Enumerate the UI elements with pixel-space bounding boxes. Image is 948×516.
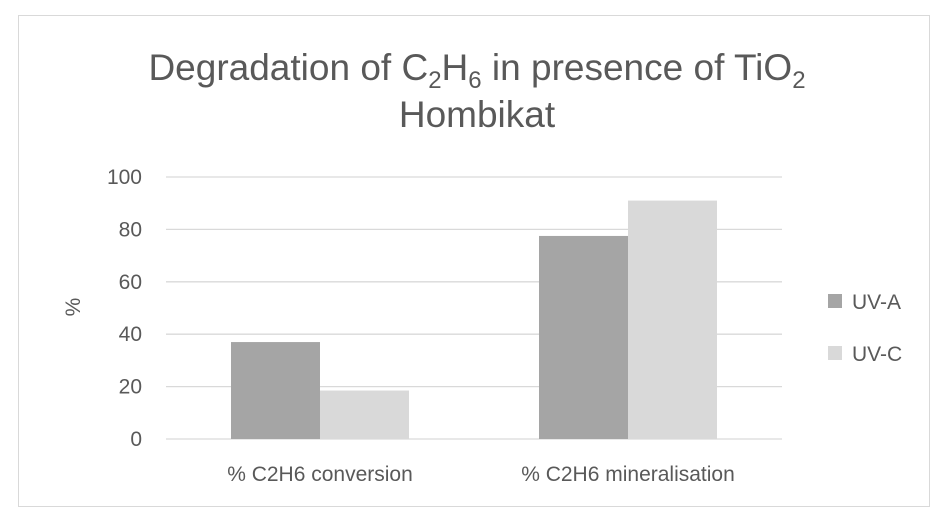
title-part-3: in presence of TiO <box>482 47 793 88</box>
bar-uv-a-1 <box>231 342 320 439</box>
x-tick-2: % C2H6 mineralisation <box>521 463 735 486</box>
title-part-2: H <box>442 47 469 88</box>
chart-title-line2: Hombikat <box>399 94 556 135</box>
legend-swatch-uv-a <box>828 294 842 308</box>
y-axis-label: % <box>62 298 85 317</box>
legend: UV-A UV-C <box>828 291 902 366</box>
title-subscript-3: 2 <box>792 67 805 94</box>
y-tick-60: 60 <box>119 271 142 294</box>
chart-frame <box>18 15 930 507</box>
x-tick-1: % C2H6 conversion <box>227 463 413 486</box>
bars <box>231 200 717 439</box>
y-tick-100: 100 <box>107 166 142 189</box>
legend-swatch-uv-c <box>828 346 842 360</box>
chart-title-line1: Degradation of C2H6 in presence of TiO2 <box>148 47 805 94</box>
y-tick-20: 20 <box>119 376 142 399</box>
title-part-1: Degradation of C <box>148 47 428 88</box>
bar-uv-c-1 <box>320 390 409 439</box>
x-tick-labels: % C2H6 conversion % C2H6 mineralisation <box>227 463 735 486</box>
y-tick-40: 40 <box>119 323 142 346</box>
legend-label-uv-c: UV-C <box>852 343 902 366</box>
bar-uv-a-2 <box>539 235 628 439</box>
title-subscript-2: 6 <box>468 67 481 94</box>
y-tick-labels: 0 20 40 60 80 100 <box>107 166 142 451</box>
title-subscript-1: 2 <box>428 67 441 94</box>
legend-label-uv-a: UV-A <box>852 291 901 314</box>
y-tick-80: 80 <box>119 218 142 241</box>
bar-uv-c-2 <box>628 200 717 439</box>
y-tick-0: 0 <box>130 428 142 451</box>
